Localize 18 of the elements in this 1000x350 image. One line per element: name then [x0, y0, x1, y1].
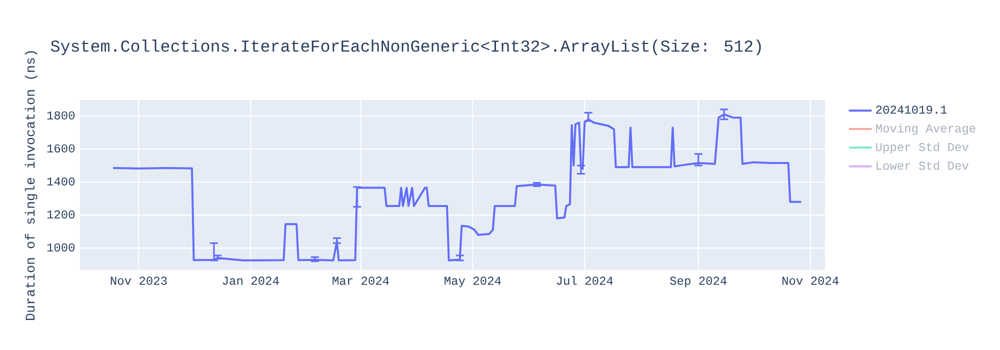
y-tick-label: 1000 [47, 243, 75, 252]
x-tick-label: Mar 2024 [332, 276, 389, 285]
chart-title: System.Collections.IterateForEachNonGeneric<Int32>.ArrayList(Size: 512) [50, 40, 761, 56]
x-tick-label: Nov 2024 [782, 276, 839, 285]
x-tick-label: Nov 2023 [110, 276, 167, 285]
x-tick-label: Jul 2024 [556, 276, 613, 285]
x-tick-label: Jan 2024 [222, 276, 279, 285]
y-tick-label: 1400 [47, 177, 75, 186]
legend-label: 20241019.1 [876, 106, 947, 114]
x-tick-label: May 2024 [444, 276, 501, 288]
y-tick-label: 1600 [47, 144, 75, 152]
x-tick-label: Sep 2024 [670, 276, 727, 288]
y-tick-label: 1800 [47, 111, 75, 120]
y-tick-label: 1200 [47, 210, 75, 218]
y-axis-title: Duration of single invocation (ns) [24, 51, 38, 320]
legend-label: Upper Std Dev [876, 142, 969, 154]
legend-label: Lower Std Dev [876, 161, 969, 170]
legend-label: Moving Average [876, 124, 976, 135]
